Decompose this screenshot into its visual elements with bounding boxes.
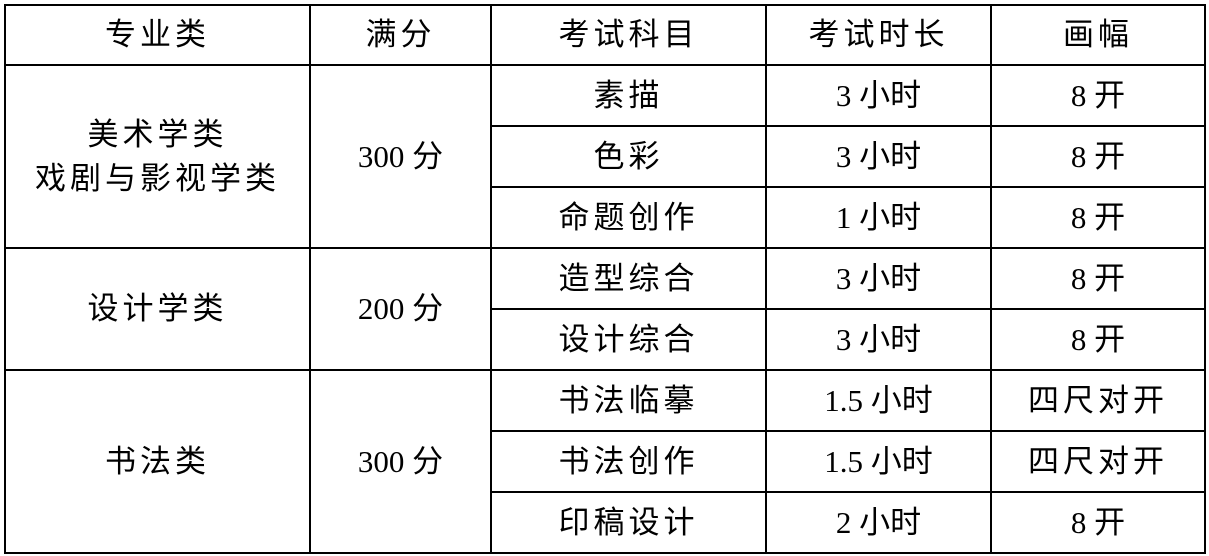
exam-table: 专业类 满分 考试科目 考试时长 画幅 美术学类 戏剧与影视学类 300 分 素… — [4, 4, 1206, 554]
duration-cell: 1.5 小时 — [765, 369, 992, 432]
subject-cell: 素描 — [490, 64, 767, 127]
duration-cell: 3 小时 — [765, 64, 992, 127]
table-row: 印稿设计 2 小时 8 开 — [5, 491, 1206, 554]
table-row: 命题创作 1 小时 8 开 — [5, 186, 1206, 249]
subject-cell: 造型综合 — [490, 247, 767, 310]
header-category: 专业类 — [4, 4, 311, 66]
size-cell: 8 开 — [990, 64, 1206, 127]
table-row: 设计综合 3 小时 8 开 — [5, 308, 1206, 371]
size-cell: 8 开 — [990, 308, 1206, 371]
duration-cell: 1.5 小时 — [765, 430, 992, 493]
duration-cell: 3 小时 — [765, 308, 992, 371]
subject-cell: 书法创作 — [490, 430, 767, 493]
subject-cell: 色彩 — [490, 125, 767, 188]
subject-cell: 印稿设计 — [490, 491, 767, 554]
header-row: 专业类 满分 考试科目 考试时长 画幅 — [4, 4, 1206, 66]
duration-cell: 3 小时 — [765, 247, 992, 310]
table-row: 书法创作 1.5 小时 四尺对开 — [5, 430, 1206, 493]
size-cell: 四尺对开 — [990, 369, 1206, 432]
size-cell: 8 开 — [990, 491, 1206, 554]
category-cell: 美术学类 戏剧与影视学类 — [4, 64, 311, 249]
subject-cell: 命题创作 — [490, 186, 767, 249]
subject-cell: 书法临摹 — [490, 369, 767, 432]
category-line: 美术学类 — [87, 117, 228, 153]
category-cell: 书法类 — [4, 369, 311, 554]
duration-cell: 2 小时 — [765, 491, 992, 554]
score-cell: 300 分 — [309, 64, 492, 249]
duration-cell: 1 小时 — [765, 186, 992, 249]
header-subject: 考试科目 — [490, 4, 767, 66]
size-cell: 8 开 — [990, 186, 1206, 249]
table-row: 色彩 3 小时 8 开 — [5, 125, 1206, 188]
size-cell: 8 开 — [990, 125, 1206, 188]
duration-cell: 3 小时 — [765, 125, 992, 188]
table-row: 美术学类 戏剧与影视学类 300 分 素描 3 小时 8 开 — [4, 64, 1206, 249]
header-size: 画幅 — [990, 4, 1206, 66]
score-cell: 200 分 — [309, 247, 492, 371]
header-score: 满分 — [309, 4, 492, 66]
subject-cell: 设计综合 — [490, 308, 767, 371]
table-row: 书法类 300 分 书法临摹 1.5 小时 四尺对开 — [4, 369, 1206, 554]
header-duration: 考试时长 — [765, 4, 992, 66]
score-cell: 300 分 — [309, 369, 492, 554]
size-cell: 8 开 — [990, 247, 1206, 310]
table-row: 设计学类 200 分 造型综合 3 小时 8 开 — [4, 247, 1206, 371]
size-cell: 四尺对开 — [990, 430, 1206, 493]
category-line: 戏剧与影视学类 — [35, 160, 280, 196]
category-cell: 设计学类 — [4, 247, 311, 371]
